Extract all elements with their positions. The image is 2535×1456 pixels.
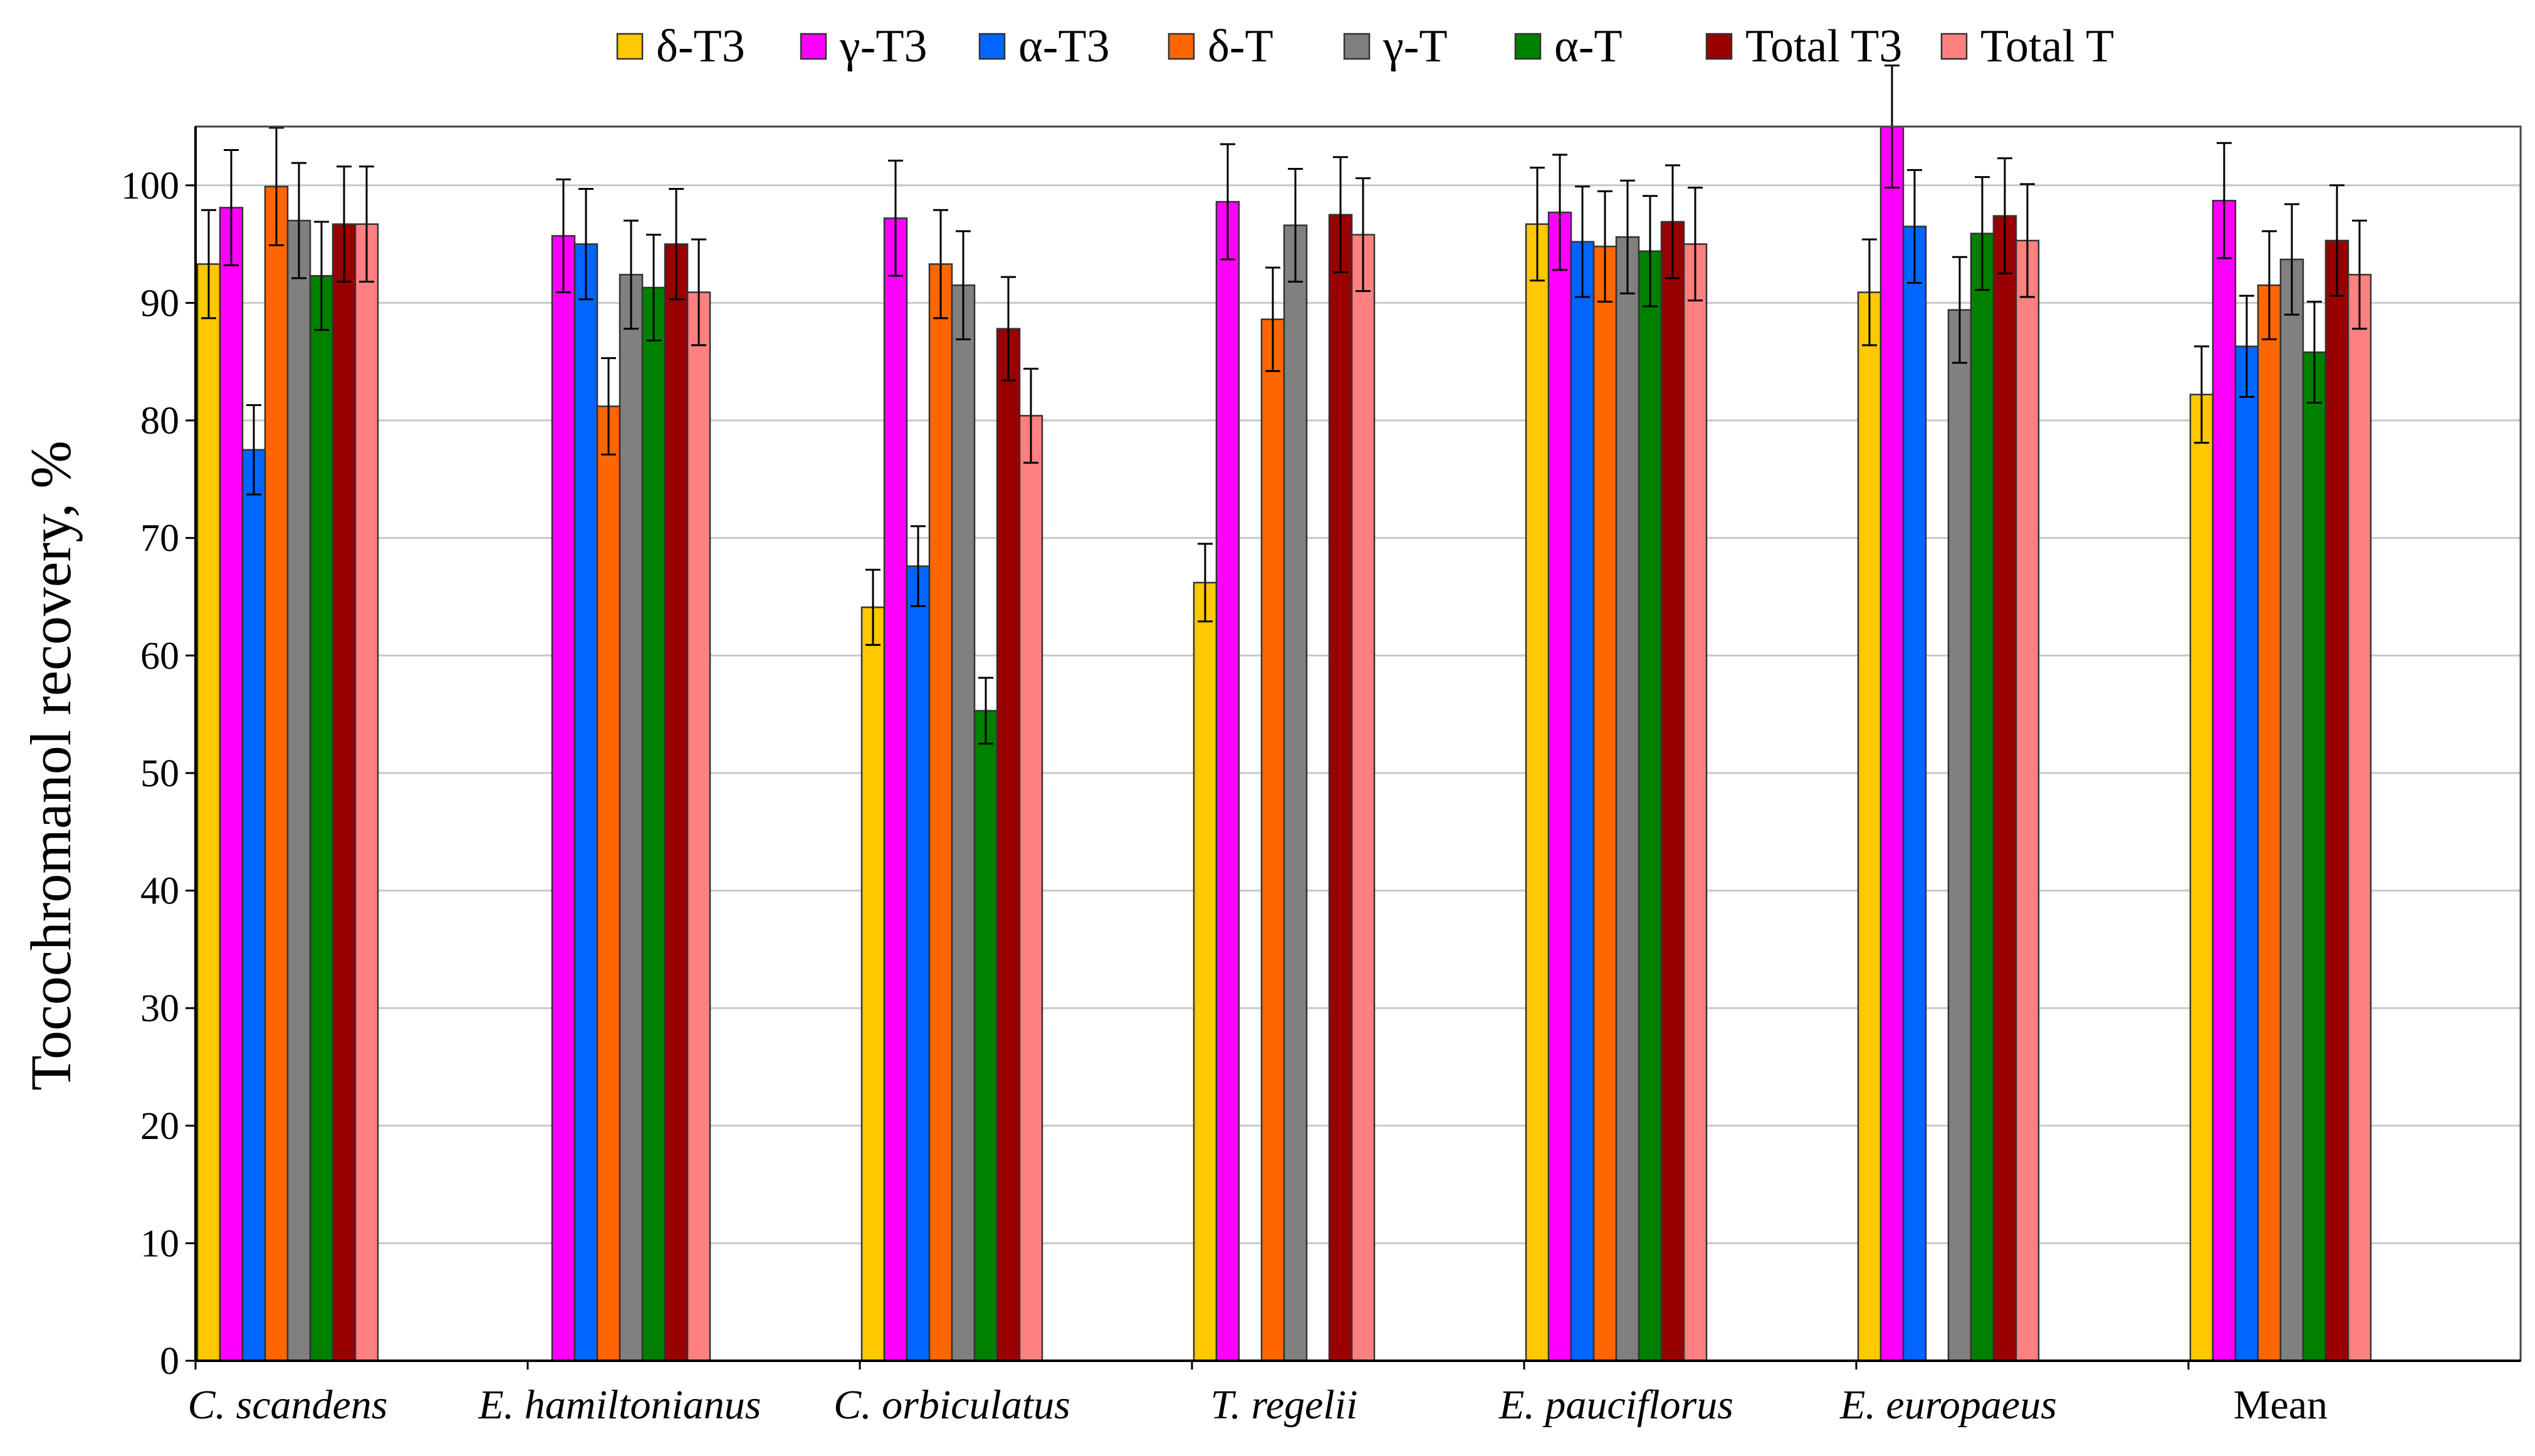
bar-t-t-regelii	[1260, 318, 1285, 1362]
legend-label-t3: δ-T3	[656, 21, 745, 72]
y-tick-label-70: 70	[140, 517, 179, 560]
x-tick-label-c-orbiculatus: C. orbiculatus	[834, 1382, 1070, 1428]
legend-swatch-t	[1514, 33, 1542, 60]
legend-label-t: γ-T	[1382, 21, 1448, 72]
bar-t3-t-regelii	[1215, 200, 1240, 1362]
bar-t-c-orbiculatus	[928, 263, 953, 1362]
legend-label-t3: γ-T3	[839, 21, 928, 72]
bar-t3-c-orbiculatus	[860, 606, 886, 1362]
legend-swatch-total-t3	[1705, 33, 1733, 60]
bar-total-t-e-pauciflorus	[1683, 243, 1708, 1362]
y-tick-label-80: 80	[140, 400, 179, 442]
bar-total-t3-c-orbiculatus	[996, 328, 1021, 1362]
bars	[196, 64, 2372, 1362]
legend: δ-T3 γ-T3 α-T3 δ-T γ-T α-T Total T3 Total T	[616, 21, 2114, 72]
bar-t-e-europaeus	[1947, 309, 1972, 1362]
x-tick-label-mean: Mean	[2234, 1382, 2328, 1428]
bar-t3-e-pauciflorus	[1570, 241, 1595, 1362]
bar-t-e-hamiltonianus	[641, 286, 666, 1362]
bar-t-mean	[2257, 284, 2282, 1362]
bar-total-t3-mean	[2324, 239, 2349, 1362]
legend-swatch-total-t	[1940, 33, 1968, 60]
bar-t-mean	[2302, 351, 2327, 1362]
bar-t3-e-hamiltonianus	[551, 235, 576, 1362]
y-tick-label-90: 90	[140, 282, 179, 325]
bar-t-c-scandens	[286, 219, 311, 1362]
bar-total-t-mean	[2347, 274, 2372, 1362]
legend-swatch-t3	[978, 33, 1006, 60]
legend-label-total-t: Total T	[1980, 21, 2114, 72]
y-tick-label-30: 30	[140, 987, 179, 1030]
legend-swatch-t	[1168, 33, 1195, 60]
bar-t-e-hamiltonianus	[619, 274, 644, 1362]
bar-total-t-c-scandens	[354, 223, 379, 1362]
bar-t-e-pauciflorus	[1615, 236, 1640, 1362]
bar-t3-e-europaeus	[1879, 125, 1905, 1362]
bar-t-c-scandens	[264, 185, 289, 1362]
legend-label-t3: α-T3	[1018, 21, 1110, 72]
x-tick-label-e-hamiltonianus: E. hamiltonianus	[478, 1382, 761, 1428]
y-tick-label-100: 100	[121, 165, 179, 207]
y-tick-label-0: 0	[160, 1340, 179, 1383]
x-tick-label-c-scandens: C. scandens	[188, 1382, 388, 1428]
bar-total-t-e-europaeus	[2015, 239, 2040, 1362]
bar-t-c-orbiculatus	[951, 284, 976, 1362]
legend-label-t: α-T	[1554, 21, 1623, 72]
bar-t-c-orbiculatus	[973, 710, 998, 1362]
bar-t3-c-scandens	[219, 207, 244, 1362]
bar-t3-c-orbiculatus	[883, 217, 908, 1362]
bar-t3-e-pauciflorus	[1547, 211, 1572, 1362]
bar-t-t-regelii	[1283, 224, 1308, 1362]
bar-t-e-pauciflorus	[1638, 250, 1663, 1362]
bar-total-t3-c-scandens	[332, 223, 357, 1362]
x-tick-label-e-europaeus: E. europaeus	[1839, 1382, 2057, 1428]
x-tick-label-e-pauciflorus: E. pauciflorus	[1498, 1382, 1733, 1428]
bar-t3-mean	[2189, 393, 2214, 1362]
bar-t-e-pauciflorus	[1592, 246, 1618, 1362]
y-tick-label-10: 10	[140, 1222, 179, 1265]
axes: 0 10 20 30 40 50 60 70 80 90 100 C. scandens E. hami…	[121, 125, 2522, 1428]
bar-total-t-c-orbiculatus	[1018, 415, 1043, 1362]
legend-label-t: δ-T	[1208, 21, 1273, 72]
y-axis-label: Tocochromanol recovery, %	[19, 440, 83, 1090]
bar-t3-c-orbiculatus	[906, 565, 931, 1362]
bar-t-e-hamiltonianus	[596, 405, 621, 1362]
x-tick-label-t-regelii: T. regelii	[1211, 1382, 1358, 1428]
bar-total-t-e-hamiltonianus	[686, 291, 711, 1362]
bar-t3-mean	[2234, 345, 2259, 1362]
bar-t-e-europaeus	[1970, 232, 1995, 1362]
bar-t3-e-europaeus	[1902, 226, 1927, 1362]
bar-total-t3-e-europaeus	[1992, 215, 2017, 1362]
y-tick-label-20: 20	[140, 1105, 179, 1148]
bar-t3-e-pauciflorus	[1525, 223, 1550, 1362]
bar-t3-e-europaeus	[1857, 291, 1882, 1362]
bar-t3-c-scandens	[196, 263, 221, 1362]
bar-t3-e-hamiltonianus	[573, 243, 598, 1362]
bar-total-t3-t-regelii	[1328, 214, 1353, 1362]
y-tick-label-50: 50	[140, 752, 179, 795]
bar-total-t3-e-hamiltonianus	[664, 243, 689, 1362]
y-tick-label-40: 40	[140, 870, 179, 913]
legend-swatch-t3	[616, 33, 644, 60]
bar-t3-c-scandens	[241, 449, 266, 1362]
legend-label-total-t3: Total T3	[1745, 21, 1902, 72]
bar-t-mean	[2279, 258, 2304, 1362]
legend-swatch-t3	[800, 33, 827, 60]
bar-total-t-t-regelii	[1351, 234, 1376, 1362]
y-tick-label-60: 60	[140, 635, 179, 677]
bar-t-c-scandens	[309, 275, 334, 1362]
legend-swatch-t	[1343, 33, 1371, 60]
bar-t3-t-regelii	[1193, 581, 1218, 1362]
bar-total-t3-e-pauciflorus	[1660, 221, 1685, 1362]
bar-t3-mean	[2212, 199, 2237, 1362]
